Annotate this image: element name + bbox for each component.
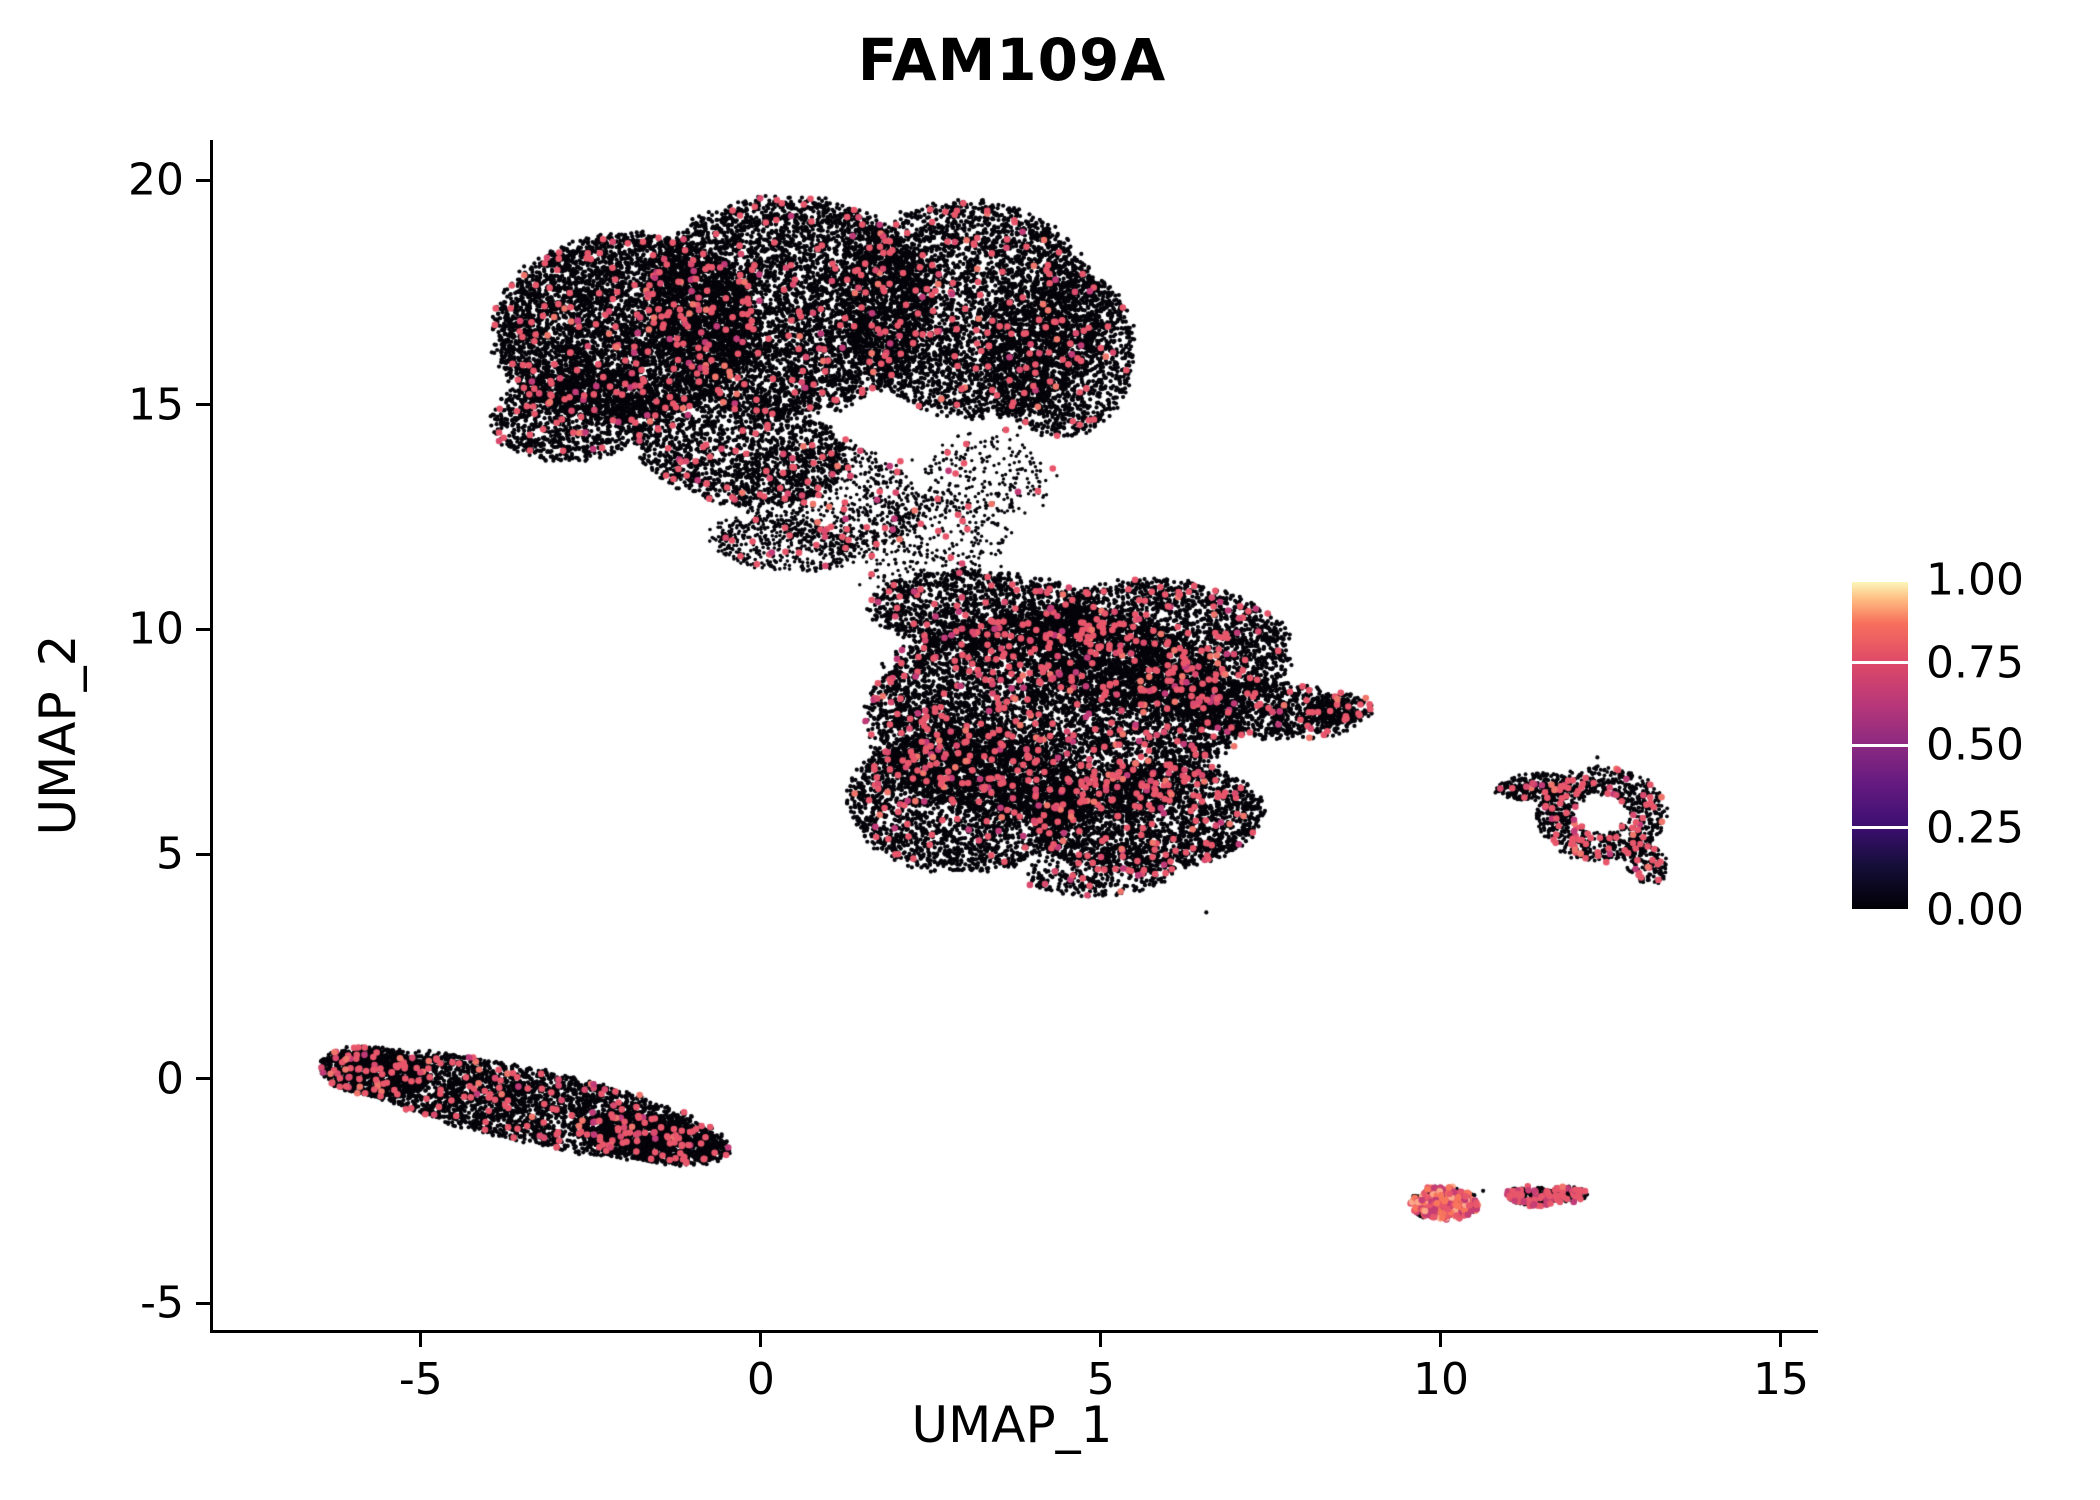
colorbar-tick-mark [1852,580,1908,582]
colorbar-tick-label: 0.75 [1926,637,2024,688]
x-tick-mark [759,1333,763,1347]
x-tick-mark [1099,1333,1103,1347]
y-tick-mark [196,1077,210,1081]
plot-title: FAM109A [857,26,1167,94]
y-tick-mark [196,178,210,182]
y-tick-label: 15 [128,379,184,431]
x-tick-label: 0 [746,1354,775,1405]
colorbar-tick-label: 1.00 [1926,554,2024,606]
colorbar-gradient [1852,580,1908,910]
colorbar-tick-label: 0.25 [1926,802,2024,853]
y-tick-label: 20 [128,154,184,206]
y-tick-label: 0 [156,1053,184,1105]
plot-area [210,140,1818,1333]
x-axis-label: UMAP_1 [911,1396,1113,1454]
y-tick-mark [196,403,210,407]
x-tick-label: 5 [1086,1354,1115,1405]
x-tick-mark [419,1333,423,1347]
y-tick-mark [196,852,210,856]
y-tick-label: 10 [128,603,184,655]
colorbar-tick-label: 0.00 [1926,884,2024,936]
colorbar-tick-mark [1852,908,1908,910]
x-tick-label: 10 [1412,1354,1469,1405]
y-tick-mark [196,1301,210,1305]
x-tick-mark [1779,1333,1783,1347]
y-tick-mark [196,627,210,631]
y-tick-label: -5 [140,1277,184,1329]
y-axis-label: UMAP_2 [29,634,87,836]
y-tick-label: 5 [156,828,184,880]
colorbar-tick-mark [1852,826,1908,829]
x-tick-label: -5 [398,1354,443,1405]
x-tick-label: 15 [1752,1354,1809,1405]
colorbar-tick-mark [1852,743,1908,747]
colorbar-tick-mark [1852,661,1908,664]
colorbar-tick-label: 0.50 [1926,719,2024,771]
x-tick-mark [1439,1333,1443,1347]
